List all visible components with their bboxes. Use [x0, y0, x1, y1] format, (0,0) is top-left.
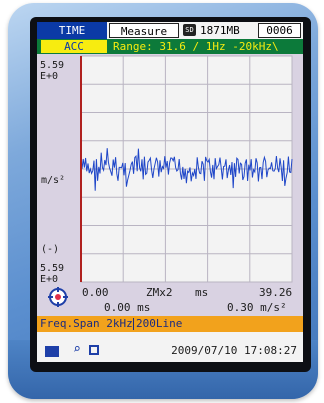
waveform-plot — [37, 54, 303, 316]
display-icon[interactable] — [45, 346, 59, 357]
settings-divider — [133, 318, 134, 330]
zoom-cursor-icon[interactable] — [47, 286, 69, 308]
zoom-icon[interactable]: ⌕ — [73, 342, 81, 357]
lcd-screen: TIME Measure SD 1871MB 0006 ACC Range: 3… — [37, 22, 303, 362]
freq-span-setting[interactable]: Freq.Span 2kHz — [40, 317, 133, 330]
x-start-value: 0.00 — [82, 286, 109, 299]
y-top-exponent: E+0 — [40, 71, 59, 82]
file-number: 0006 — [258, 23, 301, 38]
analysis-settings-bar: Freq.Span 2kHz 200Line — [37, 316, 303, 332]
copy-icon[interactable] — [89, 345, 99, 355]
y-negative-sign: (-) — [41, 244, 60, 255]
channel-bar: ACC Range: 31.6 / 1Hz -20kHz\ — [37, 39, 303, 54]
y-unit-label: m/s² — [41, 175, 66, 186]
memory-remaining: 1871MB — [200, 24, 240, 37]
x-unit-label: ms — [195, 286, 209, 299]
footer-bar: ⌕ 2009/07/10 17:08:27 — [37, 332, 303, 362]
x-end-value: 39.26 — [259, 286, 293, 299]
y-bottom-exponent: E+0 — [40, 274, 59, 285]
mode-tab-time[interactable]: TIME — [37, 22, 107, 39]
cursor-time-readout: 0.00 ms — [104, 301, 151, 314]
line-count-setting[interactable]: 200Line — [136, 317, 183, 330]
cursor-value-readout: 0.30 m/s² — [227, 301, 287, 314]
view-tab-measure[interactable]: Measure — [109, 23, 179, 38]
range-label: Range: 31.6 / 1Hz -20kHz\ — [113, 40, 279, 53]
y-top-value: 5.59 — [40, 60, 65, 71]
header-bar: TIME Measure SD 1871MB 0006 — [37, 22, 303, 39]
waveform-trace — [81, 148, 293, 191]
sd-card-icon: SD — [183, 24, 196, 36]
y-bottom-value: 5.59 — [40, 263, 65, 274]
x-zoom-factor[interactable]: ZMx2 — [146, 286, 173, 299]
datetime-readout: 2009/07/10 17:08:27 — [171, 344, 297, 357]
channel-type-acc[interactable]: ACC — [41, 40, 107, 53]
